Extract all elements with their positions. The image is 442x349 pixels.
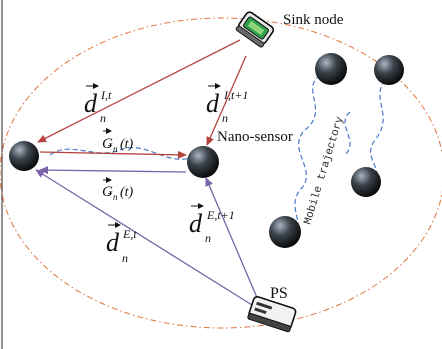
nano-sensor-node: [187, 146, 219, 178]
svg-text:d: d: [84, 89, 98, 118]
svg-text:n: n: [113, 192, 118, 202]
vector-d-info-t1: d I,t+1 n: [206, 83, 248, 125]
sink-node-device-icon: [235, 11, 275, 48]
svg-text:(t): (t): [120, 137, 134, 152]
vector-d-energy-t: d E,t n: [106, 222, 137, 265]
vector-g-bottom: Ǥ n (t): [102, 177, 134, 202]
svg-text:I,t: I,t: [100, 88, 112, 102]
node-right: [351, 167, 381, 197]
svg-text:E,t+1: E,t+1: [206, 208, 235, 222]
svg-text:I,t+1: I,t+1: [223, 88, 248, 102]
arrow-nano-sensor-to-left-node: [39, 166, 187, 175]
vector-d-energy-t1: d E,t+1 n: [189, 203, 235, 245]
left-node: [9, 141, 39, 171]
arrow-left-to-nano-sensor: [39, 150, 187, 159]
svg-text:n: n: [100, 111, 106, 125]
mobile-trajectory-label: Mobile trajectory: [302, 115, 346, 226]
network-boundary: [0, 17, 442, 329]
node-bottom: [269, 216, 301, 248]
svg-text:d: d: [106, 228, 120, 257]
svg-text:n: n: [222, 111, 228, 125]
svg-text:n: n: [205, 231, 211, 245]
svg-text:n: n: [122, 251, 128, 265]
svg-text:n: n: [113, 144, 118, 154]
svg-text:Ǥ: Ǥ: [102, 184, 113, 200]
vector-g-top: Ǥ n (t): [102, 128, 134, 154]
arrow-sink-to-nano-sensor: [206, 55, 247, 146]
vector-d-info-t: d I,t n: [84, 83, 112, 125]
sink-node-label: Sink node: [283, 12, 344, 28]
ps-label: PS: [270, 285, 288, 302]
svg-text:d: d: [189, 209, 203, 238]
node-top-right: [374, 55, 404, 85]
svg-text:(t): (t): [120, 185, 134, 200]
svg-text:Ǥ: Ǥ: [102, 136, 113, 152]
node-top-mid: [315, 53, 347, 85]
nano-sensor-label: Nano-sensor: [217, 129, 293, 145]
arrow-ps-to-nano-sensor: [205, 177, 259, 301]
power-station-icon: [247, 296, 297, 333]
svg-text:E,t: E,t: [122, 227, 137, 241]
svg-text:d: d: [206, 89, 220, 118]
arrow-ps-to-left-node: [35, 169, 253, 306]
arrow-sink-to-left-node: [37, 39, 241, 143]
